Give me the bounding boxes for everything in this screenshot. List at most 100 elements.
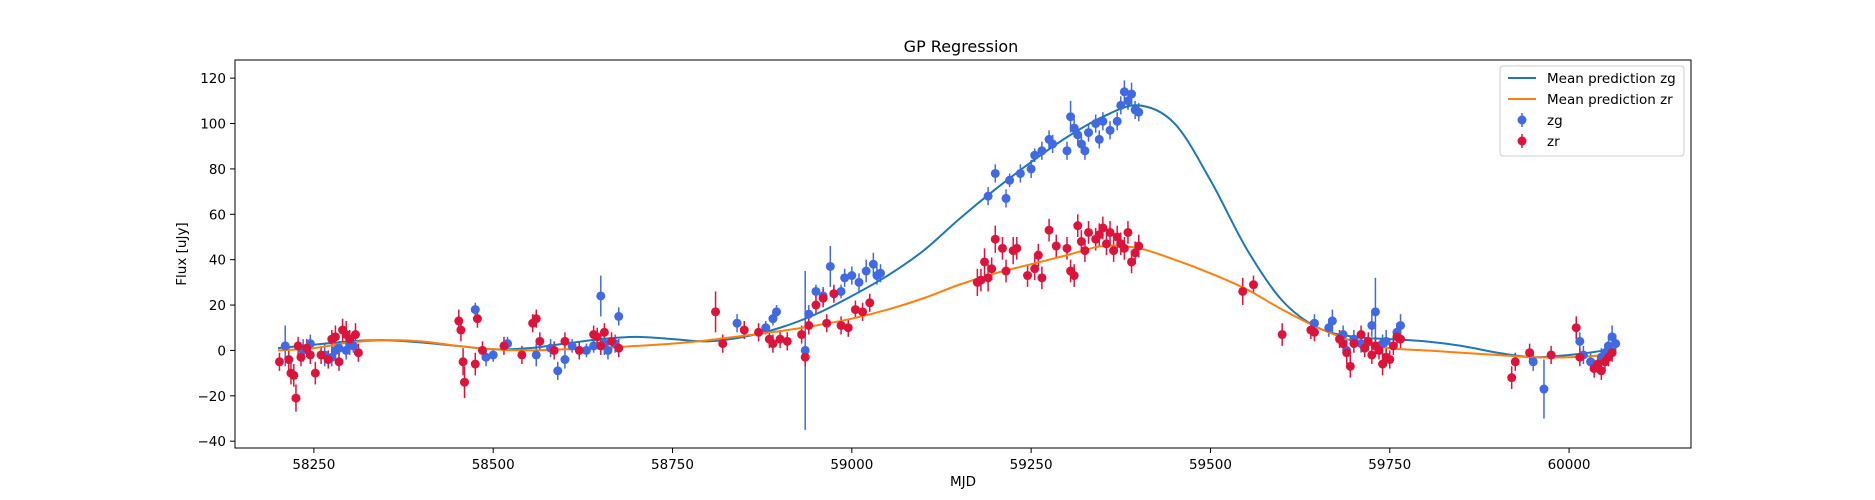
data-point-zr xyxy=(1575,352,1585,362)
data-point-zr xyxy=(850,305,860,315)
data-point-zr xyxy=(1123,227,1133,237)
data-point-zg xyxy=(1091,119,1101,129)
data-point-zr xyxy=(1062,243,1072,253)
data-point-zr xyxy=(754,327,764,337)
data-point-zg xyxy=(1062,146,1072,156)
x-tick-label: 58250 xyxy=(292,457,335,473)
data-point-zg xyxy=(1098,116,1108,126)
y-tick-label: 120 xyxy=(200,71,226,87)
data-point-zr xyxy=(1112,232,1122,242)
data-point-zg xyxy=(553,366,563,376)
data-point-zg xyxy=(1084,128,1094,138)
data-point-zg xyxy=(1076,139,1086,149)
data-point-zr xyxy=(797,330,807,340)
data-point-zg xyxy=(531,350,541,360)
data-point-zr xyxy=(718,339,728,349)
data-point-zr xyxy=(1238,286,1248,296)
data-point-zr xyxy=(836,320,846,330)
data-point-zr xyxy=(302,343,312,353)
data-point-zr xyxy=(1378,359,1388,369)
data-point-zr xyxy=(1084,227,1094,237)
data-point-zr xyxy=(1385,355,1395,365)
data-point-zr xyxy=(865,298,875,308)
data-point-zr xyxy=(1396,334,1406,344)
data-point-zr xyxy=(274,357,284,367)
data-point-zr xyxy=(829,289,839,299)
data-point-zr xyxy=(1023,271,1033,281)
data-point-zr xyxy=(1356,330,1366,340)
data-point-zg xyxy=(1048,139,1058,149)
data-point-zg xyxy=(1005,175,1015,185)
data-point-zg xyxy=(1112,116,1122,126)
data-point-zg xyxy=(990,168,1000,178)
y-axis-label: Flux [uJy] xyxy=(174,222,190,285)
data-point-zr xyxy=(531,314,541,324)
data-point-zr xyxy=(1069,271,1079,281)
data-point-zg xyxy=(567,341,577,351)
legend-label-zg: zg xyxy=(1547,113,1563,129)
data-point-zr xyxy=(800,352,810,362)
y-tick-label: 40 xyxy=(209,253,226,269)
data-point-zr xyxy=(739,325,749,335)
x-tick-label: 60000 xyxy=(1548,457,1591,473)
data-point-zr xyxy=(1073,221,1083,231)
data-point-zr xyxy=(456,325,466,335)
data-point-zg xyxy=(488,350,498,360)
data-point-zg xyxy=(1370,307,1380,317)
data-point-zr xyxy=(293,341,303,351)
data-point-zr xyxy=(1345,361,1355,371)
data-point-zr xyxy=(990,234,1000,244)
data-point-zr xyxy=(353,348,363,358)
y-tick-label: 0 xyxy=(217,343,226,359)
data-point-zr xyxy=(305,350,315,360)
data-point-zr xyxy=(1130,248,1140,258)
data-point-zr xyxy=(987,264,997,274)
data-point-zr xyxy=(1367,350,1377,360)
data-point-zg xyxy=(983,191,993,201)
x-tick-label: 59250 xyxy=(1010,457,1053,473)
data-point-zr xyxy=(983,273,993,283)
data-point-zg xyxy=(1539,384,1549,394)
data-point-zr xyxy=(1098,223,1108,233)
data-point-zg xyxy=(1586,357,1596,367)
data-point-zr xyxy=(822,318,832,328)
data-point-zg xyxy=(1015,168,1025,178)
y-tick-label: 20 xyxy=(209,298,226,314)
data-point-zg xyxy=(470,305,480,315)
data-point-zr xyxy=(472,314,482,324)
data-point-zg xyxy=(876,268,886,278)
data-point-zr xyxy=(1037,273,1047,283)
data-point-zg xyxy=(1396,320,1406,330)
data-point-zr xyxy=(1342,348,1352,358)
data-point-zg xyxy=(1026,164,1036,174)
data-point-zr xyxy=(1076,237,1086,247)
data-point-zr xyxy=(284,355,294,365)
data-point-zg xyxy=(840,273,850,283)
data-point-zg xyxy=(603,345,613,355)
data-point-zg xyxy=(861,266,871,276)
data-point-zg xyxy=(772,307,782,317)
data-point-zg xyxy=(1607,332,1617,342)
data-point-zr xyxy=(560,336,570,346)
data-point-zr xyxy=(1248,280,1258,290)
plot-area xyxy=(274,80,1621,430)
data-point-zr xyxy=(1101,239,1111,249)
data-point-zg xyxy=(1134,107,1144,117)
legend-label-mean-zg: Mean prediction zg xyxy=(1547,71,1676,87)
data-point-zr xyxy=(1001,266,1011,276)
data-point-zg xyxy=(800,345,810,355)
data-point-zg xyxy=(1123,96,1133,106)
data-point-zr xyxy=(1374,345,1384,355)
data-point-zr xyxy=(775,334,785,344)
data-point-zg xyxy=(825,261,835,271)
data-point-zr xyxy=(289,370,299,380)
data-point-zr xyxy=(858,307,868,317)
legend-marker-zr xyxy=(1517,136,1527,146)
data-point-zg xyxy=(596,291,606,301)
data-point-zg xyxy=(1611,339,1621,349)
data-point-zr xyxy=(843,323,853,333)
data-point-zr xyxy=(316,350,326,360)
data-point-zr xyxy=(1044,225,1054,235)
data-point-zg xyxy=(1116,100,1126,110)
